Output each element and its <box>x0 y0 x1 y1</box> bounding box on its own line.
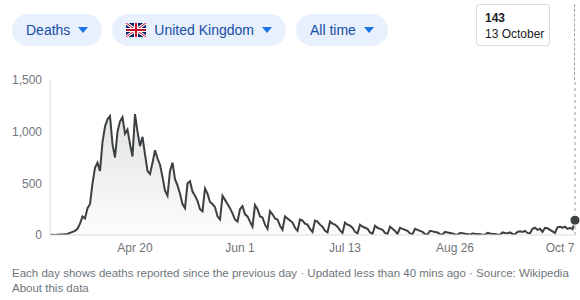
svg-text:0: 0 <box>35 228 42 242</box>
svg-text:Apr 20: Apr 20 <box>117 241 153 255</box>
svg-text:Jul 13: Jul 13 <box>329 241 361 255</box>
svg-text:1,500: 1,500 <box>12 73 42 87</box>
svg-text:Jun 1: Jun 1 <box>225 241 255 255</box>
html-text:About this data: About this data <box>12 282 89 294</box>
svg-text:1,000: 1,000 <box>12 125 42 139</box>
html-text:143: 143 <box>485 11 505 25</box>
html-text:13 October: 13 October <box>485 27 545 41</box>
html-text:Each day shows deaths reported: Each day shows deaths reported since the… <box>12 267 569 279</box>
svg-text:Oct 7: Oct 7 <box>546 241 572 255</box>
html-text:Deaths: Deaths <box>26 22 71 38</box>
html-text:United Kingdom: United Kingdom <box>154 22 254 38</box>
html-text:All time: All time <box>310 22 356 38</box>
svg-text:Aug 26: Aug 26 <box>436 241 474 255</box>
svg-text:500: 500 <box>22 177 42 191</box>
